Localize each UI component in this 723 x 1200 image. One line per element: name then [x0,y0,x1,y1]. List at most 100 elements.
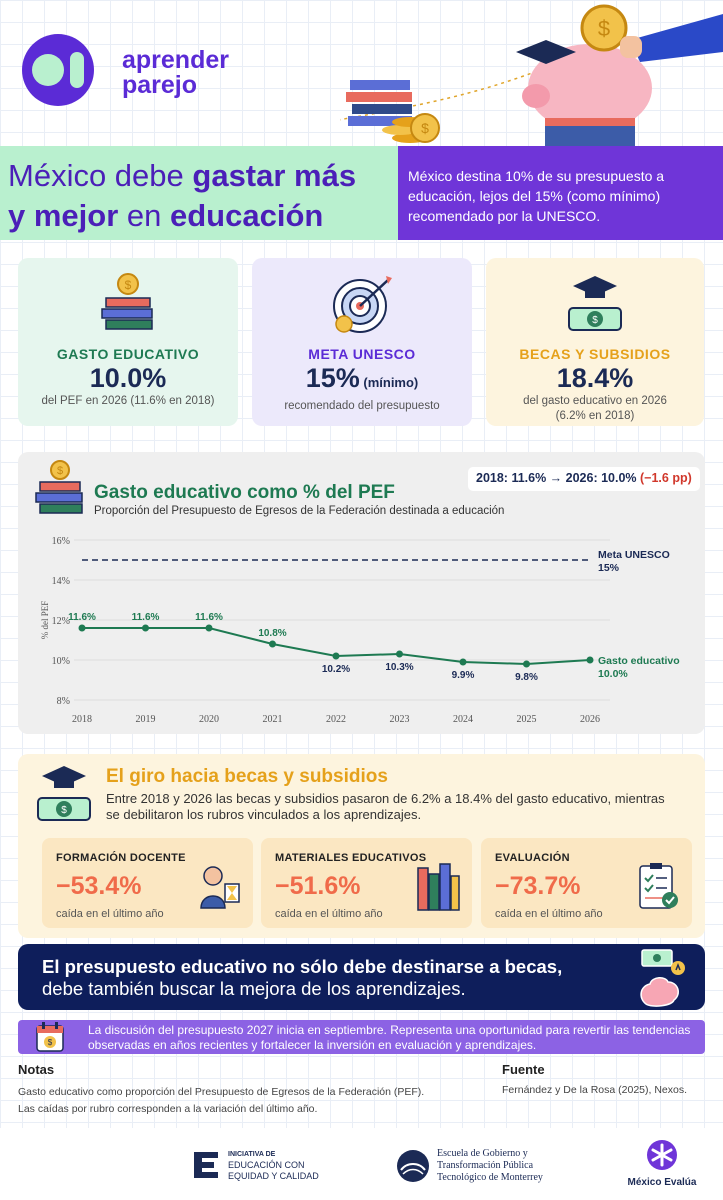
data-label: 11.6% [132,612,160,623]
decline-foot: caída en el último año [495,908,603,920]
source-text: Fernández y De la Rosa (2025), Nexos. [502,1084,688,1096]
chart-subtitle: Proporción del Presupuesto de Egresos de… [94,505,505,517]
logo-wordmark: aprender parejo [122,48,229,98]
line-chart: 8% 10% 12% 14% 16% % del PEF 2018 2019 2020 2021 2… [40,536,680,725]
footer-org-tec: Escuela de Gobierno y Transformación Púb… [395,1148,543,1184]
data-point [332,652,340,660]
decline-value: −73.7% [495,872,581,900]
chart-panel [18,452,705,734]
svg-text:$: $ [48,1038,53,1047]
x-tick-label: 2018 [72,714,92,725]
data-label: 10.8% [258,628,286,639]
decline-foot: caída en el último año [56,908,164,920]
x-tick-label: 2019 [136,714,156,725]
banner-line1: El presupuesto educativo no sólo debe de… [42,956,563,977]
chart-change-pill: 2018: 11.6% → 2026: 10.0% (−1.6 pp) [468,467,700,491]
decline-label: FORMACIÓN DOCENTE [56,852,186,864]
teacher-icon [200,866,240,909]
banner-line2: debe también buscar la mejora de los apr… [42,978,466,999]
grad-cap-money-icon: $ [37,766,91,821]
y-tick-label: 12% [52,616,70,627]
target-icon [252,272,472,336]
data-label: 11.6% [195,612,223,623]
notes-text: Gasto educativo como proporción del Pres… [18,1086,425,1115]
y-tick-label: 16% [52,536,70,547]
data-label: 10.2% [322,664,350,675]
stat-card-unesco: META UNESCO 15% (mínimo) recomendado del… [252,258,472,426]
x-tick-label: 2025 [517,714,537,725]
svg-text:$: $ [592,315,598,326]
decline-card-materiales: MATERIALES EDUCATIVOS −51.6% caída en el… [261,838,472,928]
grad-cap-money-icon: $ [486,272,704,336]
checklist-icon [639,863,678,909]
books-coin-icon: $ [35,460,83,514]
chart-title: Gasto educativo como % del PEF [94,482,395,503]
notes-heading: Notas [18,1062,55,1077]
data-label: 9.9% [452,670,475,681]
becas-title: El giro hacia becas y subsidios [106,766,388,787]
aprender-parejo-logo [22,34,94,106]
decline-value: −53.4% [56,872,142,900]
becas-text: Entre 2018 y 2026 las becas y subsidios … [106,791,665,822]
y-tick-label: 14% [52,576,70,587]
x-tick-label: 2024 [453,714,473,725]
stat-label: META UNESCO [308,346,416,362]
y-tick-label: 8% [57,696,70,707]
data-point [523,660,530,668]
logo-line1: aprender [122,46,229,74]
data-point [396,650,403,658]
stat-sub: del PEF en 2026 (11.6% en 2018) [41,395,215,407]
footer-org-eec: INICIATIVA DE EDUCACIÓN CON EQUIDAD Y CA… [190,1148,319,1182]
stat-value: 10.0% [89,363,167,393]
x-tick-label: 2022 [326,714,346,725]
stat-sub: del gasto educativo en 2026 (6.2% en 201… [523,395,667,422]
books-icon [417,863,460,911]
decline-label: MATERIALES EDUCATIVOS [275,852,427,864]
x-tick-label: 2026 [580,714,600,725]
stat-label: BECAS Y SUBSIDIOS [519,346,671,362]
data-label: 11.6% [68,612,96,623]
x-tick-label: 2023 [390,714,410,725]
decline-foot: caída en el último año [275,908,383,920]
piggy-bank-illustration: $ $ [340,4,723,146]
key-message-banner: El presupuesto educativo no sólo debe de… [18,944,705,1010]
stat-card-gasto: $ GASTO EDUCATIVO 10.0% del PEF en 2026 … [18,258,238,426]
x-tick-label: 2021 [263,714,283,725]
data-point [269,640,276,648]
footer-org-mexico-evalua: México Evalúa [622,1138,702,1188]
headline-line1: México debe gastar más [8,158,357,193]
y-axis-label: % del PEF [40,601,50,640]
data-point [205,624,213,632]
logo-line2: parejo [122,71,198,99]
svg-text:$: $ [125,278,132,292]
books-coin-icon: $ [18,272,238,336]
stat-label: GASTO EDUCATIVO [56,346,200,362]
stat-value: 18.4% [556,363,634,393]
data-label: 10.3% [385,662,413,673]
svg-text:$: $ [598,16,610,41]
stat-sub: recomendado del presupuesto [284,400,440,412]
eec-logo-icon [194,1152,218,1178]
reference-label: Meta UNESCO [598,549,670,561]
data-label: 10.0% [598,668,628,680]
budget-note: La discusión del presupuesto 2027 inicia… [18,1020,705,1054]
stat-value: 15% (mínimo) [305,363,419,393]
y-tick-label: 10% [52,656,70,667]
series-name-label: Gasto educativo [598,655,680,667]
stat-card-becas: $ BECAS Y SUBSIDIOS 18.4% del gasto educ… [486,258,704,426]
headline-summary: México destina 10% de su presupuesto a e… [398,146,723,240]
footer [0,1128,723,1200]
data-point [78,624,86,632]
headline: México debe gastar más y mejor en educac… [0,146,398,240]
tec-logo-icon [397,1150,429,1182]
svg-text:$: $ [61,805,67,816]
data-label: 9.8% [515,672,538,683]
x-tick-label: 2020 [199,714,219,725]
money-brain-icon [640,949,685,1007]
svg-text:$: $ [421,120,429,136]
svg-text:$: $ [57,465,63,477]
data-point [142,624,149,632]
decline-card-evaluacion: EVALUACIÓN −73.7% caída en el último año [481,838,692,928]
data-point [586,656,594,664]
decline-value: −51.6% [275,872,361,900]
